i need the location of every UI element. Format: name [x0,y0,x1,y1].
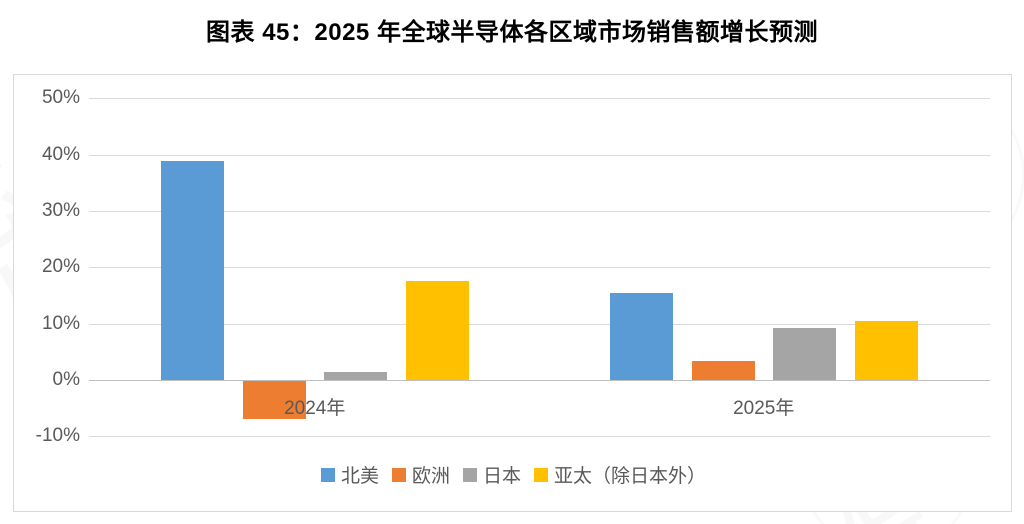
bar-asia-pacific-ex-japan-2025 [854,321,918,380]
legend-label-north-america: 北美 [340,466,379,487]
legend-item-japan: 日本 [463,461,521,488]
y-axis-tick-label: 10% [41,312,80,334]
legend-swatch-north-america [320,467,335,482]
gridline [89,211,990,212]
x-axis-label-2025: 2025年 [733,398,795,419]
bar-asia-pacific-ex-japan-2024 [405,281,469,380]
chart-legend: 北美 欧洲 日本 亚太（除日本外） [14,461,1011,488]
y-axis-tick-label: 50% [41,87,80,109]
bar-europe-2024 [242,381,306,419]
gridline [89,267,990,269]
y-axis-tick-label: 0% [52,369,80,390]
x-axis-label-2024: 2024年 [284,398,346,419]
gridline [89,154,990,156]
y-axis-tick-label: 40% [41,143,80,165]
legend-item-europe: 欧洲 [391,461,450,488]
bar-europe-2025 [691,360,755,380]
gridline [89,323,990,325]
bar-japan-2025 [773,327,836,380]
chart-title: 图表 45：2025 年全球半导体各区域市场销售额增长预测 [206,19,818,46]
legend-swatch-europe [391,467,406,482]
x-axis-zero-line [89,380,990,381]
bar-japan-2024 [324,372,387,380]
gridline [89,98,990,100]
legend-label-japan: 日本 [483,466,522,487]
chart-area: 50% 40% 30% 20% 10% 0% -10% 2024年 2025年 北美 欧洲 日本 亚太… [13,74,1012,512]
legend-swatch-japan [463,467,477,482]
bar-north-america-2025 [610,293,673,380]
bar-north-america-2024 [161,160,224,380]
y-axis-tick-label: 20% [41,256,80,278]
legend-swatch-asia-pacific-ex-japan [534,467,549,482]
legend-label-europe: 欧洲 [411,466,450,487]
gridline [89,436,990,438]
y-axis-tick-label: 30% [41,200,80,221]
legend-item-asia-pacific-ex-japan: 亚太（除日本外） [534,461,706,488]
legend-item-north-america: 北美 [320,461,379,488]
legend-label-asia-pacific-ex-japan: 亚太（除日本外） [554,466,707,487]
y-axis-tick-label: -10% [35,425,80,447]
